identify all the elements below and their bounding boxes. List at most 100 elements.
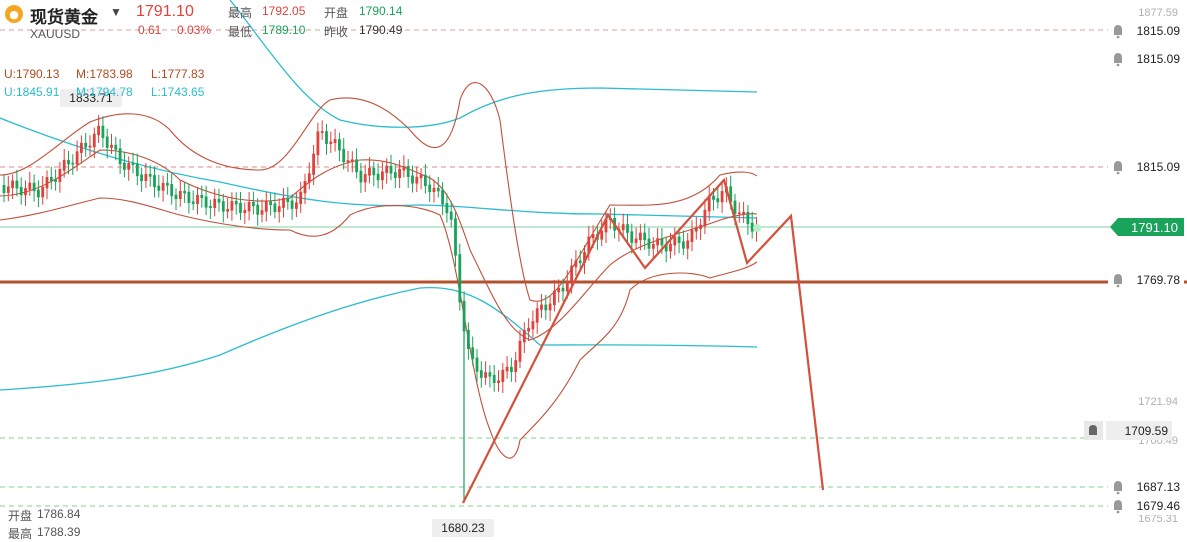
boll1-upper: U:1790.13 bbox=[4, 67, 60, 81]
footer-high-label: 最高 bbox=[8, 527, 33, 541]
candle-body bbox=[118, 148, 122, 165]
candle-body bbox=[419, 174, 423, 179]
candle-body bbox=[583, 252, 586, 264]
candle-body bbox=[574, 260, 578, 268]
candle-body bbox=[157, 185, 161, 191]
footer-open-value: 1786.84 bbox=[37, 507, 81, 521]
candle-body bbox=[531, 321, 535, 330]
candle-body bbox=[243, 209, 247, 214]
candle-body bbox=[32, 182, 36, 192]
candle-body bbox=[277, 206, 281, 213]
candle-body bbox=[694, 227, 698, 232]
candle-body bbox=[312, 153, 315, 175]
price-change-pct: 0.03% bbox=[177, 23, 212, 37]
candle-body bbox=[548, 303, 552, 311]
axis-tick-label: 1675.31 bbox=[1138, 513, 1178, 525]
candle-body bbox=[221, 201, 225, 212]
candle-body bbox=[342, 148, 346, 163]
projection-path bbox=[462, 177, 825, 504]
alert-level-2-bg bbox=[1108, 50, 1184, 68]
candle-body bbox=[682, 241, 685, 249]
alert-level-5: 1709.59 bbox=[1084, 421, 1172, 440]
open-value: 1790.14 bbox=[359, 4, 403, 18]
candle-body bbox=[153, 175, 156, 188]
alert-level-2: 1815.09 bbox=[1108, 50, 1184, 68]
boll-long-middle bbox=[0, 117, 758, 219]
candle-body bbox=[114, 144, 118, 150]
gold-coin-icon: ● bbox=[4, 4, 24, 27]
boll2-lower: L:1743.65 bbox=[151, 85, 205, 99]
bell-icon bbox=[1089, 425, 1097, 435]
candle-body bbox=[269, 201, 272, 205]
low-label: 最低 bbox=[228, 25, 253, 39]
candle-body bbox=[634, 238, 638, 243]
symbol-name[interactable]: 现货黄金 bbox=[30, 8, 98, 27]
candle-body bbox=[578, 260, 582, 264]
candle-body bbox=[475, 357, 479, 372]
candle-body bbox=[24, 188, 27, 196]
candle-body bbox=[273, 203, 277, 213]
candle-body bbox=[647, 238, 651, 249]
candle-body bbox=[707, 195, 711, 212]
alert-level-7-bg bbox=[1108, 497, 1184, 515]
candle-body bbox=[62, 159, 66, 171]
bell-icon bbox=[1114, 500, 1122, 510]
candle-body bbox=[282, 197, 285, 208]
candle-body bbox=[256, 204, 260, 215]
candle-body bbox=[540, 304, 543, 310]
current-price-badge: 1791.10 bbox=[1110, 218, 1184, 236]
candle-body bbox=[656, 238, 659, 246]
candle-body bbox=[742, 211, 745, 215]
candle-body bbox=[643, 232, 647, 241]
candle-body bbox=[669, 243, 672, 252]
candle-body bbox=[514, 360, 518, 372]
bell-icon-clapper bbox=[1116, 491, 1120, 495]
alert-level-5-bg bbox=[1106, 421, 1172, 440]
candle-body bbox=[58, 169, 62, 182]
candle-body bbox=[217, 198, 221, 203]
candle-body bbox=[359, 170, 363, 183]
bell-icon bbox=[1114, 53, 1122, 63]
candle-body bbox=[131, 162, 135, 165]
candle-body bbox=[449, 211, 453, 220]
candle-body bbox=[350, 159, 354, 162]
candle-body bbox=[527, 327, 530, 332]
candle-body bbox=[333, 139, 337, 144]
candle-body bbox=[458, 254, 462, 303]
candle-body bbox=[479, 370, 483, 378]
boll-long-lower bbox=[0, 286, 758, 391]
candle-body bbox=[699, 224, 702, 230]
caret-down-icon[interactable]: ▼ bbox=[110, 5, 122, 19]
candle-body bbox=[290, 200, 294, 209]
candle-body bbox=[84, 142, 88, 148]
candle-body bbox=[703, 209, 707, 227]
candle-body bbox=[88, 145, 92, 148]
price-change: 0.61 bbox=[138, 23, 162, 37]
candle-body bbox=[600, 230, 604, 240]
candle-body bbox=[484, 372, 487, 378]
candle-body bbox=[148, 173, 152, 177]
candle-body bbox=[325, 131, 328, 144]
footer-open-label: 开盘 bbox=[8, 509, 33, 523]
alert-level-3-bg bbox=[1108, 158, 1184, 176]
candle-body bbox=[467, 329, 470, 349]
candle-body bbox=[565, 281, 569, 292]
candle-body bbox=[264, 201, 268, 212]
candle-body bbox=[230, 200, 234, 211]
alert-level-4-text: 1769.78 bbox=[1137, 273, 1181, 287]
candle-body bbox=[127, 162, 131, 170]
candle-body bbox=[639, 232, 642, 241]
candle-body bbox=[587, 236, 591, 254]
candle-body bbox=[402, 166, 406, 171]
candle-body bbox=[406, 166, 410, 178]
candle-body bbox=[329, 141, 333, 144]
current-price: 1791.10 bbox=[136, 3, 194, 20]
candle-body bbox=[381, 171, 384, 181]
alert-level-2-text: 1815.09 bbox=[1137, 52, 1181, 66]
candle-body bbox=[720, 191, 724, 203]
candle-body bbox=[316, 131, 320, 156]
candle-body bbox=[45, 177, 49, 189]
candle-body bbox=[505, 366, 509, 372]
candle-body bbox=[204, 196, 208, 208]
